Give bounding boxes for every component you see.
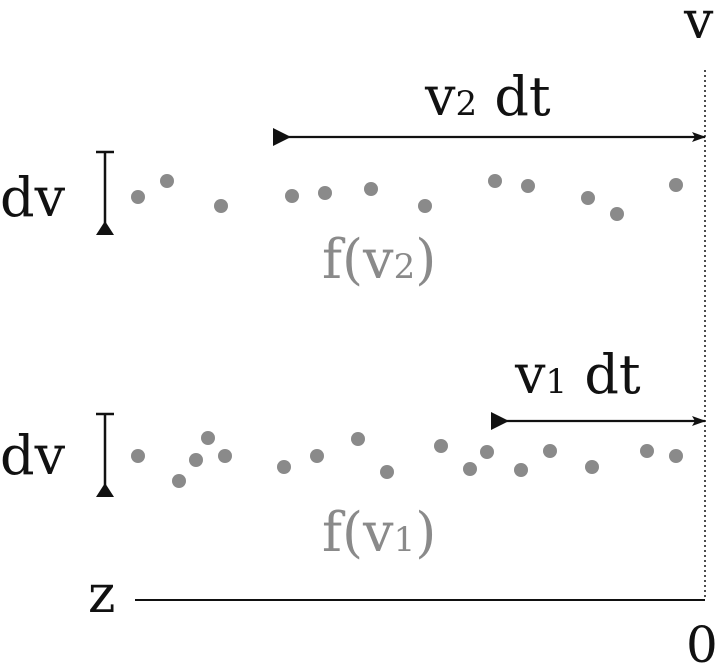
dv-label-top: dv [0,166,66,229]
v2-dt-label: v2 dt [424,65,551,128]
dv-bracket-top-icon [96,150,114,235]
f-v1-label: f(v1) [322,501,436,564]
z-axis-label: z [88,565,115,625]
v1-particle-dots [131,431,683,488]
dv-bracket-bottom-icon [96,412,114,497]
v1-arrow-tail-icon [491,412,509,430]
v2-arrow-tail-icon [273,128,291,146]
origin-label: 0 [686,616,718,667]
v-axis-label: v [683,0,714,51]
v2-particle-dots [131,174,683,221]
v1-dt-label: v1 dt [514,343,641,406]
f-v2-label: f(v2) [322,228,436,291]
dv-label-bottom: dv [0,424,66,487]
